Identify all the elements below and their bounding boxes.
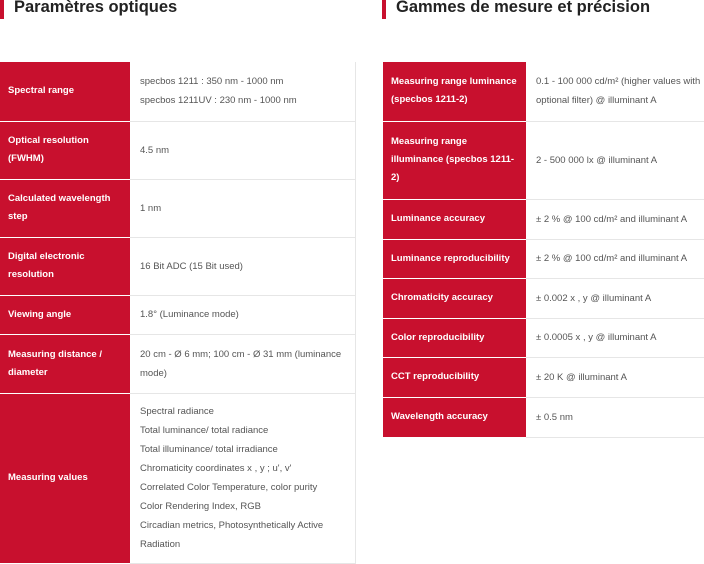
spec-label: Optical resolution (FWHM) xyxy=(0,121,130,180)
spec-label: Measuring values xyxy=(0,393,130,564)
spec-value-line: 4.5 nm xyxy=(140,144,170,156)
spec-label: Spectral range xyxy=(0,62,130,122)
spec-label: Digital electronic resolution xyxy=(0,237,130,296)
spec-value-line: specbos 1211UV : 230 nm - 1000 nm xyxy=(140,95,297,107)
spec-value: 4.5 nm xyxy=(130,121,356,180)
spec-value-line: ± 2 % @ 100 cd/m² and illuminant A xyxy=(536,253,688,264)
spec-value-line: Chromaticity coordinates x , y ; u', v' xyxy=(140,463,292,474)
spec-row-luminance-accuracy: Luminance accuracy ± 2 % @ 100 cd/m² and … xyxy=(383,199,704,240)
spec-label: Measuring range illuminance (specbos 121… xyxy=(383,121,526,200)
spec-label: Color reproducibility xyxy=(383,318,526,358)
spec-value: 1.8° (Luminance mode) xyxy=(130,295,356,335)
spec-row-measuring-values: Measuring values Spectral radiance Total l… xyxy=(0,393,356,564)
spec-row-chromaticity-accuracy: Chromaticity accuracy ± 0.002 x , y @ ill… xyxy=(383,278,704,319)
spec-label: Measuring range luminance (specbos 1211-… xyxy=(383,62,526,122)
spec-row-luminance-reproducibility: Luminance reproducibility ± 2 % @ 100 cd/… xyxy=(383,239,704,279)
spec-value: ± 20 K @ illuminant A xyxy=(526,357,704,398)
spec-value-line: 1 nm xyxy=(140,202,162,214)
spec-row-wavelength-accuracy: Wavelength accuracy ± 0.5 nm xyxy=(383,397,704,438)
spec-value: 16 Bit ADC (15 Bit used) xyxy=(130,237,356,296)
spec-row-measuring-range-luminance-specbos-1211-2: Measuring range luminance (specbos 1211-… xyxy=(383,62,704,122)
spec-label: Viewing angle xyxy=(0,295,130,335)
spec-value-line: Total luminance/ total radiance xyxy=(140,425,269,436)
spec-value: 0.1 - 100 000 cd/m² (higher values with … xyxy=(526,62,704,122)
spec-row-measuring-range-illuminance-specbos-1211-2: Measuring range illuminance (specbos 121… xyxy=(383,121,704,200)
spec-value-line: Total illuminance/ total irradiance xyxy=(140,444,278,455)
spec-label: Chromaticity accuracy xyxy=(383,278,526,319)
spec-value-line: Circadian metrics, Photosynthetically Ac… xyxy=(140,520,324,550)
accent-bar xyxy=(0,0,4,19)
spec-label: Wavelength accuracy xyxy=(383,397,526,438)
spec-row-spectral-range: Spectral range specbos 1211 : 350 nm - 10… xyxy=(0,62,356,122)
spec-value: 1 nm xyxy=(130,179,356,238)
spec-row-digital-electronic-resolution: Digital electronic resolution 16 Bit ADC … xyxy=(0,237,356,296)
spec-value-line: 0.1 - 100 000 cd/m² (higher values with … xyxy=(536,76,701,107)
accent-bar xyxy=(382,0,386,19)
section-title-measuring-ranges: Gammes de mesure et précision xyxy=(382,0,650,20)
spec-value-line: ± 2 % @ 100 cd/m² and illuminant A xyxy=(536,213,688,225)
spec-value: ± 0.5 nm xyxy=(526,397,704,438)
spec-value: specbos 1211 : 350 nm - 1000 nm specbos 1… xyxy=(130,62,356,122)
spec-value: ± 0.002 x , y @ illuminant A xyxy=(526,278,704,319)
spec-label: Measuring distance / diameter xyxy=(0,334,130,394)
optical-parameters-table: Spectral range specbos 1211 : 350 nm - 10… xyxy=(0,62,356,564)
spec-value: ± 2 % @ 100 cd/m² and illuminant A xyxy=(526,199,704,240)
spec-value-line: ± 0.5 nm xyxy=(536,411,573,423)
spec-row-measuring-distance-diameter: Measuring distance / diameter 20 cm - Ø 6… xyxy=(0,334,356,394)
section-title-text: Gammes de mesure et précision xyxy=(396,0,651,16)
spec-label: Luminance reproducibility xyxy=(383,239,526,279)
spec-value-line: ± 20 K @ illuminant A xyxy=(536,371,627,383)
section-title-optical-parameters: Paramètres optiques xyxy=(0,0,177,20)
spec-row-optical-resolution-fwhm: Optical resolution (FWHM) 4.5 nm xyxy=(0,121,356,180)
spec-value: ± 0.0005 x , y @ illuminant A xyxy=(526,318,704,358)
measuring-ranges-table: Measuring range luminance (specbos 1211-… xyxy=(383,62,704,438)
spec-value: 2 - 500 000 lx @ illuminant A xyxy=(526,121,704,200)
spec-label: CCT reproducibility xyxy=(383,357,526,398)
section-title-text: Paramètres optiques xyxy=(14,0,178,16)
spec-value-line: specbos 1211 : 350 nm - 1000 nm xyxy=(140,76,284,88)
spec-value-line: ± 0.0005 x , y @ illuminant A xyxy=(536,332,657,343)
spec-value-line: 20 cm - Ø 6 mm; 100 cm - Ø 31 mm (lumina… xyxy=(140,348,342,379)
spec-value-line: 1.8° (Luminance mode) xyxy=(140,309,239,320)
spec-row-calculated-wavelength-step: Calculated wavelength step 1 nm xyxy=(0,179,356,238)
spec-value-line: 2 - 500 000 lx @ illuminant A xyxy=(536,154,658,166)
spec-value-line: ± 0.002 x , y @ illuminant A xyxy=(536,292,652,304)
spec-value-line: Correlated Color Temperature, color puri… xyxy=(140,482,318,493)
spec-value: Spectral radiance Total luminance/ total … xyxy=(130,393,356,564)
spec-value-line: 16 Bit ADC (15 Bit used) xyxy=(140,260,243,272)
spec-value-line: Color Rendering Index, RGB xyxy=(140,501,261,512)
spec-row-viewing-angle: Viewing angle 1.8° (Luminance mode) xyxy=(0,295,356,335)
spec-value: ± 2 % @ 100 cd/m² and illuminant A xyxy=(526,239,704,279)
spec-value-line: Spectral radiance xyxy=(140,406,214,417)
spec-label: Calculated wavelength step xyxy=(0,179,130,238)
spec-label: Luminance accuracy xyxy=(383,199,526,240)
spec-row-cct-reproducibility: CCT reproducibility ± 20 K @ illuminant A xyxy=(383,357,704,398)
spec-value: 20 cm - Ø 6 mm; 100 cm - Ø 31 mm (lumina… xyxy=(130,334,356,394)
spec-row-color-reproducibility: Color reproducibility ± 0.0005 x , y @ il… xyxy=(383,318,704,358)
